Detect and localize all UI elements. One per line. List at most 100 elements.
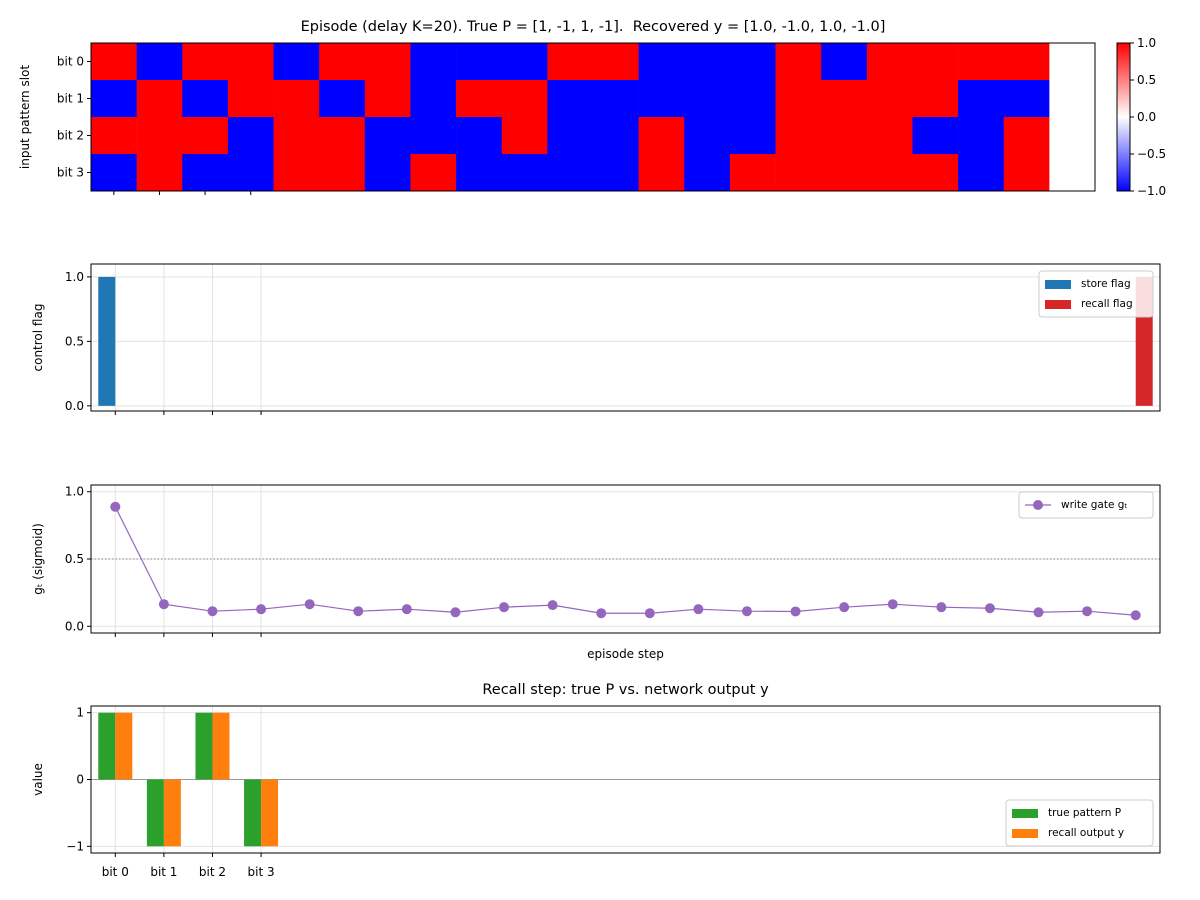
heatmap-cell [91, 117, 137, 155]
y-tick-label: 0.0 [65, 619, 84, 633]
y-axis-label: gₜ (sigmoid) [31, 523, 45, 595]
heatmap-cell [410, 43, 457, 81]
heatmap-cell [958, 80, 1005, 118]
colorbar-tick-label: 0.5 [1137, 73, 1156, 87]
colorbar [1116, 42, 1131, 192]
chart-title: Recall step: true P vs. network output y [482, 682, 769, 698]
heatmap-cell [729, 80, 776, 118]
bar [115, 712, 133, 780]
heatmap-cell [547, 80, 594, 118]
heatmap-cell [821, 80, 868, 118]
heatmap-cell [866, 117, 913, 155]
heatmap-cell [1049, 80, 1096, 118]
heatmap-cell [364, 154, 411, 192]
bar [244, 779, 262, 847]
heatmap-cell [319, 43, 366, 81]
heatmap-cell [1003, 43, 1050, 81]
marker [693, 604, 704, 615]
bar [98, 712, 116, 780]
heatmap-cell [319, 80, 366, 118]
marker [158, 599, 169, 610]
heatmap-cell [593, 117, 639, 155]
legend-box [1018, 491, 1154, 519]
heatmap-cell [593, 80, 639, 118]
heatmap-cell [912, 117, 959, 155]
heatmap-cell [136, 80, 183, 118]
bar [261, 779, 279, 847]
marker [936, 602, 947, 613]
marker [499, 602, 510, 613]
marker [547, 600, 558, 611]
heatmap-cell [456, 117, 503, 155]
y-tick-label: 0 [76, 773, 84, 787]
heatmap-cell [821, 117, 868, 155]
marker [450, 607, 461, 618]
heatmap-cell [775, 117, 822, 155]
heatmap-cell [958, 117, 1005, 155]
heatmap-cell [273, 154, 320, 192]
marker [596, 608, 607, 619]
y-tick-label: 0.5 [65, 552, 84, 566]
marker [839, 602, 850, 613]
heatmap-cell [501, 80, 548, 118]
heatmap-cell [456, 154, 503, 192]
heatmap-cell [227, 80, 274, 118]
heatmap-cell [1049, 117, 1096, 155]
marker [644, 608, 655, 619]
heatmap-cell [958, 43, 1005, 81]
bar [98, 276, 116, 406]
y-axis-label: control flag [31, 304, 45, 372]
marker [741, 606, 752, 617]
heatmap-cell [364, 117, 411, 155]
heatmap-cell [866, 80, 913, 118]
legend-swatch [1012, 829, 1038, 838]
heatmap-cell [1003, 117, 1050, 155]
chart-title: Episode (delay K=20). True P = [1, -1, 1… [301, 19, 886, 35]
heatmap-cell [729, 43, 776, 81]
row-label: bit 2 [57, 129, 84, 143]
heatmap-cell [91, 154, 137, 192]
heatmap-cell [684, 43, 731, 81]
legend-label: store flag [1081, 278, 1131, 290]
heatmap-cell [684, 117, 731, 155]
legend-swatch [1033, 500, 1043, 510]
row-label: bit 3 [57, 166, 84, 180]
axes-frame [90, 42, 1096, 192]
marker [353, 606, 364, 617]
heatmap-cell [866, 154, 913, 192]
heatmap-cell [638, 80, 685, 118]
heatmap-cell [364, 43, 411, 81]
y-tick-label: 1 [76, 706, 84, 720]
x-axis-label: episode step [587, 647, 664, 661]
heatmap-cell [227, 43, 274, 81]
heatmap-cell [593, 154, 639, 192]
axes-frame [90, 263, 1161, 412]
x-tick-label: bit 0 [102, 865, 129, 879]
legend-label: recall output y [1048, 827, 1124, 839]
heatmap-cell [91, 80, 137, 118]
heatmap-cell [182, 154, 229, 192]
legend-label: true pattern P [1048, 807, 1121, 819]
heatmap-cell [136, 43, 183, 81]
marker [1130, 610, 1141, 621]
heatmap-cell [1003, 80, 1050, 118]
heatmap-cell [1049, 154, 1096, 192]
bar [146, 779, 164, 847]
heatmap-cell [775, 154, 822, 192]
bar [163, 779, 181, 847]
x-tick-label: bit 1 [150, 865, 177, 879]
colorbar-tick-label: 0.0 [1137, 110, 1156, 124]
heatmap-cell [410, 80, 457, 118]
heatmap-cell [638, 154, 685, 192]
legend-swatch [1045, 300, 1071, 309]
row-label: bit 1 [57, 92, 84, 106]
heatmap-cell [729, 154, 776, 192]
heatmap-cell [273, 80, 320, 118]
heatmap-cell [410, 117, 457, 155]
heatmap-cell [182, 43, 229, 81]
bar [195, 712, 213, 780]
colorbar-tick-label: −1.0 [1137, 184, 1166, 198]
heatmap-cell [227, 117, 274, 155]
heatmap-cell [182, 80, 229, 118]
